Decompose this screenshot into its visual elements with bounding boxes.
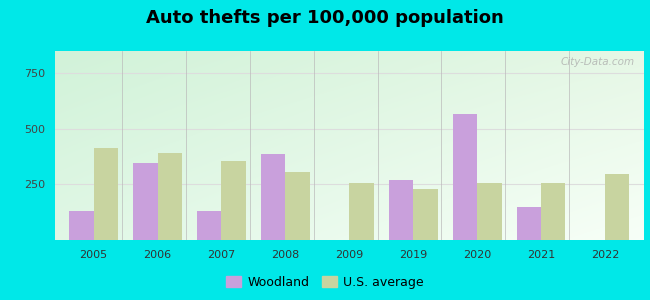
Bar bbox=[261, 154, 285, 240]
Text: Auto thefts per 100,000 population: Auto thefts per 100,000 population bbox=[146, 9, 504, 27]
Legend: Woodland, U.S. average: Woodland, U.S. average bbox=[221, 271, 429, 294]
Bar bbox=[477, 183, 502, 240]
Bar bbox=[197, 211, 222, 240]
Bar bbox=[94, 148, 118, 240]
Bar bbox=[222, 161, 246, 240]
Text: City-Data.com: City-Data.com bbox=[560, 57, 634, 67]
Bar bbox=[157, 153, 182, 240]
Bar bbox=[350, 183, 374, 240]
Bar bbox=[389, 180, 413, 240]
Bar bbox=[285, 172, 310, 240]
Bar bbox=[413, 189, 437, 240]
Bar bbox=[605, 174, 629, 240]
Bar bbox=[541, 183, 566, 240]
Bar bbox=[453, 114, 477, 240]
Bar bbox=[70, 211, 94, 240]
Bar bbox=[517, 207, 541, 240]
Bar bbox=[133, 163, 157, 240]
